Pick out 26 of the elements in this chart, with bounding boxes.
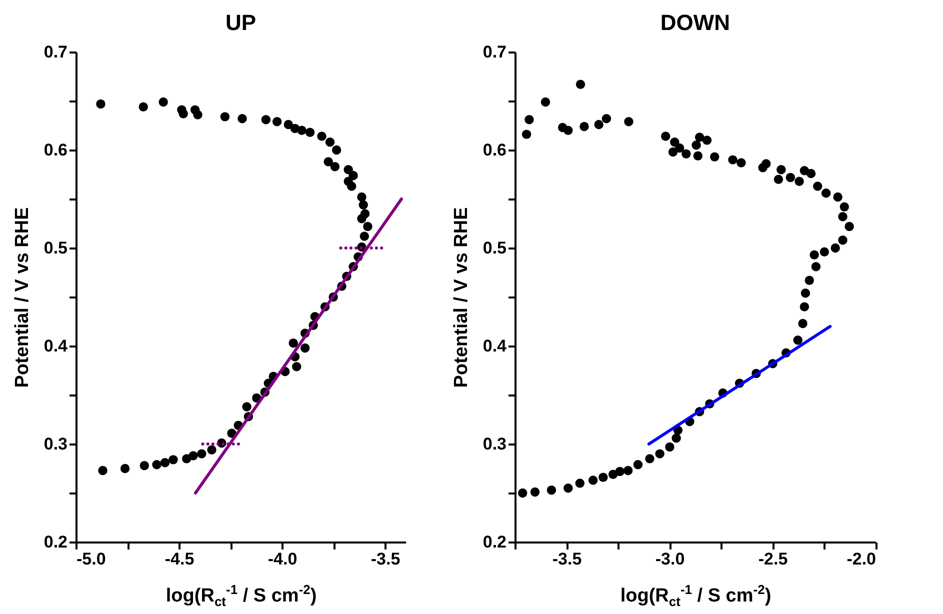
y-tick-label: 0.2 (482, 532, 506, 552)
x-tick-label: -3.5 (552, 550, 582, 568)
y-tick-label: 0.6 (482, 140, 506, 160)
x-tick-label: -4.5 (164, 550, 194, 568)
chart-title: UP (226, 10, 256, 35)
y-tick-label: 0.3 (44, 434, 68, 454)
x-axis-title: log(R$_{ct}$$^{-1}$ / S cm$^{-2}$) (619, 582, 772, 610)
y-tick-label: 0.5 (44, 238, 68, 258)
x-tick-label: -4.0 (268, 550, 298, 568)
chart-title: DOWN (660, 10, 730, 35)
y-tick-label: 0.4 (44, 336, 68, 356)
x-tick-label: -2.5 (758, 550, 788, 568)
y-axis-title: Potential / V vs RHE (450, 207, 472, 388)
x-axis-title: log(R$_{ct}$$^{-1}$ / S cm$^{-2}$) (164, 582, 318, 610)
x-tick-label: -5.0 (76, 550, 106, 568)
y-tick-label: 0.4 (482, 336, 508, 356)
y-tick-label: 0.7 (482, 42, 506, 62)
y-axis-title: Potential / V vs RHE (12, 207, 33, 388)
x-tick-label: -3.5 (370, 550, 400, 568)
y-tick-label: 0.3 (482, 434, 506, 454)
x-tick-label: -3.0 (655, 550, 685, 568)
y-tick-label: 0.7 (44, 42, 68, 62)
y-tick-label: 0.5 (482, 238, 506, 258)
y-tick-label: 0.6 (44, 140, 68, 160)
y-tick-label: 0.2 (44, 532, 68, 552)
x-tick-label: -2.0 (846, 550, 876, 568)
